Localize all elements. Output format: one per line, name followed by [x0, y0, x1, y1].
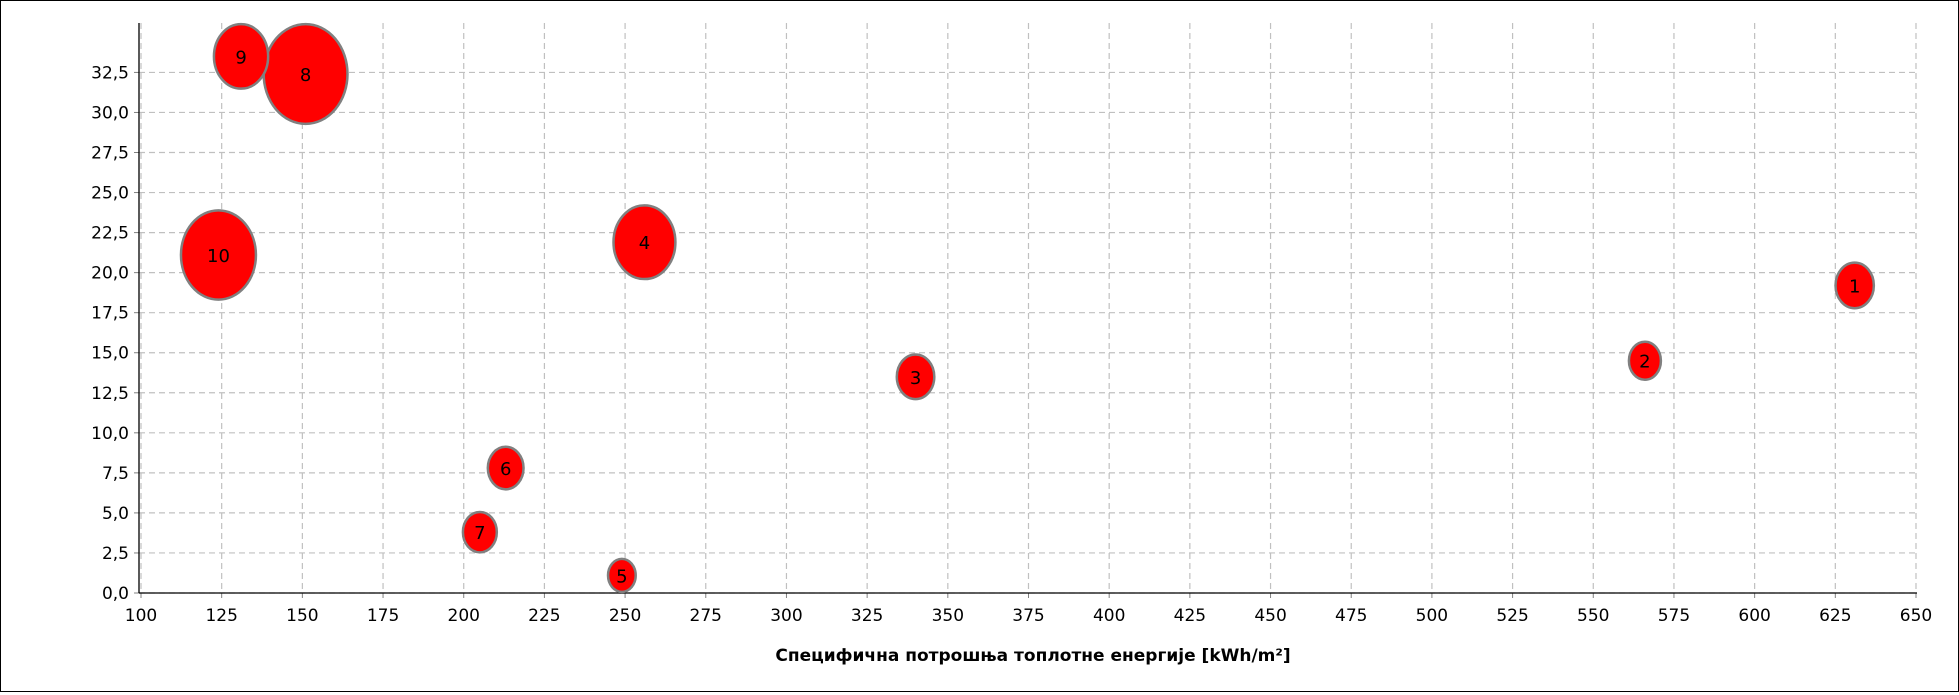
x-tick-label: 575 [1658, 606, 1690, 626]
x-tick-label: 100 [125, 606, 157, 626]
x-tick-label: 400 [1093, 606, 1125, 626]
y-tick-labels: 0,0 2,5 5,0 7,5 10,0 12,5 15,0 17,5 20,0 22,5 25,0… [91, 63, 129, 604]
y-tick-label: 7,5 [102, 464, 129, 484]
bubble-4: 4 [612, 204, 677, 281]
y-tick-label: 5,0 [102, 504, 129, 524]
bubble-3: 3 [895, 353, 936, 401]
x-tick-label: 150 [286, 606, 318, 626]
bubble-point [612, 204, 677, 281]
y-tick-label: 27,5 [91, 144, 129, 164]
bubble-point [1834, 261, 1876, 310]
y-tick-label: 0,0 [102, 584, 129, 604]
y-tick-label: 22,5 [91, 224, 129, 244]
x-tick-label: 375 [1012, 606, 1044, 626]
bubble-label: 2 [1639, 352, 1650, 373]
bubble-point [461, 510, 499, 554]
x-tick-label: 550 [1577, 606, 1609, 626]
bubble-6: 6 [486, 445, 525, 491]
bubble-label: 6 [500, 459, 511, 480]
bubble-label: 7 [474, 523, 485, 544]
x-tick-label: 650 [1900, 606, 1932, 626]
x-tick-label: 500 [1416, 606, 1448, 626]
y-tick-label: 12,5 [91, 384, 129, 404]
x-tick-label: 625 [1819, 606, 1851, 626]
x-tick-label: 600 [1738, 606, 1770, 626]
y-tick-label: 25,0 [91, 184, 129, 204]
x-tick-label: 450 [1254, 606, 1286, 626]
x-tick-label: 525 [1496, 606, 1528, 626]
y-tick-label: 32,5 [91, 63, 129, 83]
bubble-10: 10 [179, 209, 258, 301]
y-tick-label: 30,0 [91, 103, 129, 123]
x-tick-label: 475 [1335, 606, 1367, 626]
y-tick-label: 20,0 [91, 264, 129, 284]
bubble-9: 9 [212, 22, 270, 90]
bubble-point [895, 353, 936, 401]
bubble-point [486, 445, 525, 491]
bubbles: 1 2 3 4 5 6 7 8 9 10 [179, 22, 1876, 594]
x-tick-label: 200 [448, 606, 480, 626]
bubble-label: 1 [1849, 276, 1860, 297]
x-tick-label: 175 [367, 606, 399, 626]
bubble-8: 8 [262, 22, 349, 126]
bubble-point [212, 22, 270, 90]
x-tick-label: 300 [770, 606, 802, 626]
bubble-label: 5 [616, 566, 627, 587]
y-tick-label: 10,0 [91, 424, 129, 444]
bubble-5: 5 [606, 557, 637, 594]
bubble-point [1627, 340, 1663, 382]
grid-lines [139, 23, 1917, 594]
bubble-label: 3 [910, 368, 921, 389]
x-tick-label: 125 [205, 606, 237, 626]
bubble-point [179, 209, 258, 301]
x-tick-label: 325 [851, 606, 883, 626]
x-tick-label: 250 [609, 606, 641, 626]
bubble-7: 7 [461, 510, 499, 554]
bubble-label: 10 [207, 246, 230, 267]
bubble-2: 2 [1627, 340, 1663, 382]
y-tick-label: 15,0 [91, 344, 129, 364]
axes [134, 23, 1917, 598]
x-tick-label: 425 [1174, 606, 1206, 626]
bubble-point [606, 557, 637, 594]
x-tick-label: 225 [528, 606, 560, 626]
y-tick-label: 2,5 [102, 544, 129, 564]
bubble-1: 1 [1834, 261, 1876, 310]
x-axis-title: Специфична потрошња топлотне енергије [k… [775, 646, 1290, 666]
x-tick-label: 350 [932, 606, 964, 626]
x-tick-label: 275 [690, 606, 722, 626]
bubble-label: 8 [300, 65, 311, 86]
bubble-label: 9 [235, 47, 246, 68]
bubble-label: 4 [639, 233, 650, 254]
y-tick-label: 17,5 [91, 304, 129, 324]
x-tick-labels: 100 125 150 175 200 225 250 275 300 325 350 375 400 4… [125, 606, 1932, 626]
